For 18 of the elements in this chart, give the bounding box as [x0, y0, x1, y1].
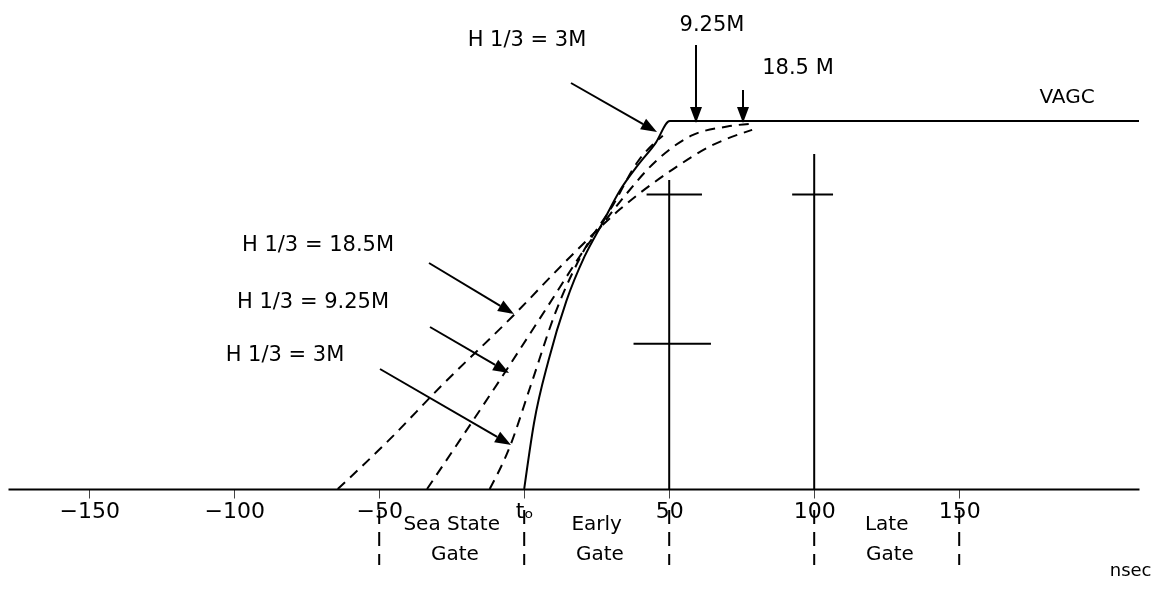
text: Early Gate: [569, 511, 624, 565]
x-tick-label: 50: [655, 497, 684, 523]
annotation: H 1/3 = 18.5M: [241, 232, 395, 256]
text: 18.5 M: [762, 55, 834, 79]
text: Late Gate: [859, 511, 914, 565]
x-tick-label: tₒ: [515, 497, 534, 523]
text: 9.25M: [679, 12, 745, 36]
x-tick-label: 150: [938, 497, 981, 523]
x-tick-label: −50: [356, 497, 403, 523]
series-label: VAGC: [1039, 84, 1095, 108]
annotation: H 1/3 = 3M: [225, 342, 345, 366]
x-tick-label: −100: [204, 497, 265, 523]
text: Sea State Gate: [403, 511, 500, 565]
annotation: H 1/3 = 9.25M: [236, 289, 390, 313]
x-tick-label: −150: [59, 497, 120, 523]
x-axis-title: nsec: [1109, 558, 1152, 580]
x-tick-label: 100: [793, 497, 836, 523]
text: H 1/3 = 3M: [467, 27, 587, 51]
